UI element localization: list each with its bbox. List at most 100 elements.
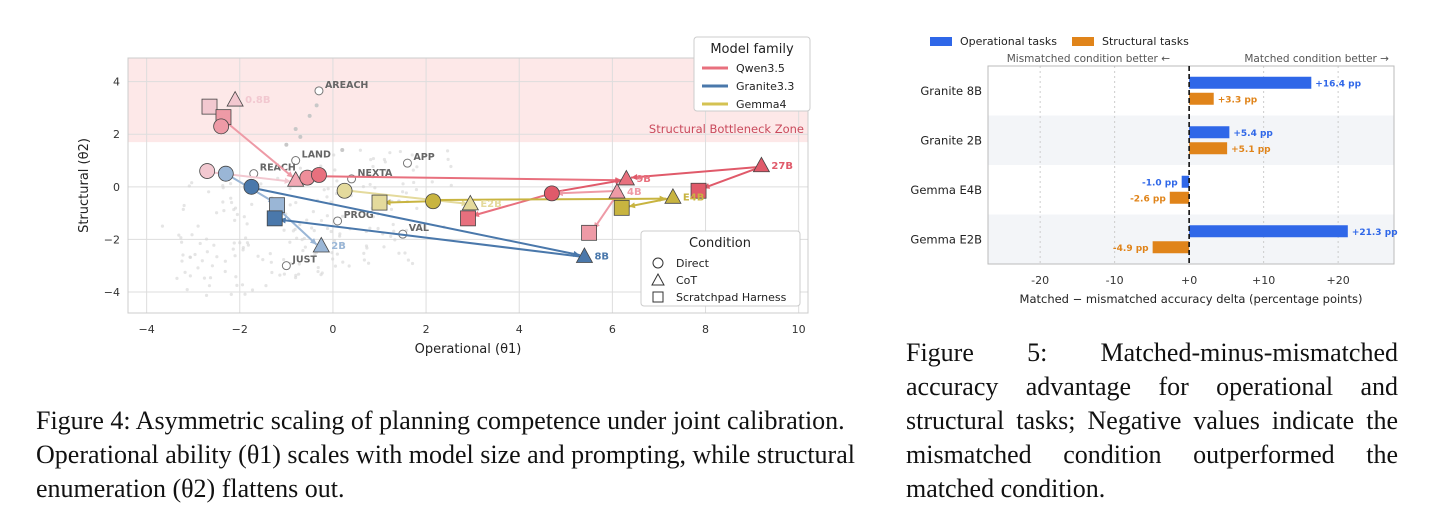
model-size-label: E2B — [480, 199, 501, 210]
background-point — [335, 179, 339, 183]
background-point — [288, 186, 292, 191]
background-point — [250, 202, 254, 206]
transition-arrow — [592, 194, 618, 230]
background-point — [175, 276, 179, 280]
background-point — [235, 212, 239, 217]
x-axis-label: Matched − mismatched accuracy delta (per… — [1020, 292, 1363, 306]
bar-value-label: -1.0 pp — [1142, 178, 1178, 188]
model-points: 0.8B 9B 4B 27B 2B 8B E2B E4B — [199, 90, 793, 263]
background-point — [221, 200, 225, 204]
background-point — [190, 181, 194, 185]
legend-entry: Operational tasks — [960, 35, 1057, 48]
background-point — [340, 214, 345, 218]
background-point — [401, 190, 405, 194]
transition-arrow — [384, 200, 431, 204]
background-point — [449, 164, 453, 169]
background-point — [282, 228, 286, 232]
background-point — [335, 252, 339, 256]
background-point — [404, 191, 408, 195]
background-point — [160, 224, 165, 228]
model-point-direct — [311, 167, 327, 183]
model-point-cot — [617, 169, 636, 186]
background-point — [202, 276, 207, 280]
arrow-head — [286, 171, 294, 178]
background-point — [446, 157, 450, 161]
bar-value-label: +5.4 pp — [1233, 129, 1273, 139]
transition-arrow — [349, 189, 469, 205]
background-point — [214, 211, 219, 215]
model-point-cot — [575, 247, 594, 263]
background-point — [361, 185, 365, 189]
background-point — [188, 255, 192, 259]
arrow-head — [279, 217, 286, 224]
x-tick-label: 0 — [329, 323, 336, 336]
transition-arrow — [253, 187, 580, 257]
task-label: REACH — [260, 163, 296, 174]
background-point — [369, 158, 373, 162]
model-point-direct — [199, 163, 216, 179]
background-point — [261, 258, 265, 262]
background-point — [204, 293, 209, 298]
bar-value-label: +21.3 pp — [1352, 228, 1398, 238]
bar-value-label: -2.6 pp — [1130, 194, 1166, 204]
transition-arrow — [222, 119, 294, 179]
background-point — [187, 184, 191, 188]
transition-arrow — [702, 167, 758, 190]
plot-frame — [127, 57, 809, 314]
background-point — [411, 168, 415, 172]
background-point — [177, 233, 181, 237]
legend-entry: Granite3.3 — [736, 80, 794, 93]
bar-operational — [1189, 126, 1230, 139]
background-point — [264, 284, 268, 288]
y-tick-label: −2 — [104, 233, 120, 246]
background-point — [196, 266, 200, 270]
background-point — [301, 248, 305, 253]
background-point — [212, 243, 216, 247]
legend-title: Condition — [689, 236, 751, 251]
model-point-direct — [217, 165, 234, 182]
background-point — [338, 234, 342, 238]
model-size-label: 8B — [594, 251, 609, 262]
x-tick-label: −2 — [232, 323, 248, 336]
background-point — [449, 183, 453, 187]
task-label: PROG — [344, 210, 374, 221]
legend-entry: CoT — [676, 274, 697, 287]
bar-value-label: +3.3 pp — [1218, 95, 1258, 105]
background-point — [223, 259, 227, 263]
bar-value-label: -4.9 pp — [1113, 244, 1149, 254]
background-point — [288, 240, 292, 244]
task-label: AREACH — [325, 80, 368, 91]
model-point-harness — [201, 98, 218, 115]
task-marker — [281, 261, 291, 271]
background-point — [415, 206, 419, 211]
background-point — [347, 264, 351, 268]
transition-arrow — [630, 166, 757, 179]
background-point — [312, 229, 316, 233]
background-point — [270, 270, 274, 275]
background-point — [278, 273, 282, 277]
background-point — [256, 254, 260, 258]
background-point — [371, 164, 375, 169]
background-point — [332, 153, 336, 157]
background-point — [210, 264, 215, 268]
transition-arrow — [276, 207, 318, 246]
x-tick-label: +0 — [1181, 274, 1197, 287]
background-point — [326, 187, 330, 191]
background-point — [207, 190, 211, 194]
figure-4-caption: Figure 4: Asymmetric scaling of planning… — [36, 406, 855, 503]
task-label: VAL — [409, 223, 429, 234]
model-point-cot — [608, 182, 626, 199]
y-tick-label: 4 — [113, 76, 120, 89]
background-point — [414, 187, 419, 192]
background-point — [332, 239, 337, 243]
arrow-head — [461, 200, 468, 207]
background-point — [250, 288, 255, 292]
task-label: NEXTA — [358, 168, 394, 179]
zone-label: Structural Bottleneck Zone — [649, 122, 804, 136]
figure-5-chart: Operational tasks Structural tasks Mismatc… — [910, 35, 1398, 306]
category-label: Gemma E2B — [910, 232, 982, 246]
background-point — [180, 240, 184, 244]
model-size-label: E4B — [683, 192, 704, 203]
legend-box — [693, 36, 811, 112]
arrow-head — [628, 202, 636, 209]
